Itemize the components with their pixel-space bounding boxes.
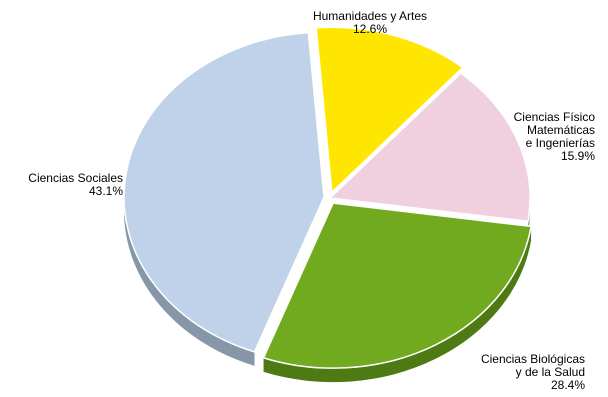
slice-name-label: Ciencias Biológicas — [481, 352, 585, 366]
pie-slice-humanidades-y-artes — [315, 26, 464, 194]
slice-name-label: Matemáticas — [527, 123, 595, 137]
pie-labels: Humanidades y Artes 12.6% Ciencias Físico M… — [28, 9, 595, 392]
slice-name-label: e Ingenierías — [526, 136, 595, 150]
pie-slice-ciencias-fisico-matematicas-e-ingenierias — [329, 72, 531, 222]
slice-name-label: Ciencias Sociales — [28, 171, 123, 185]
slice-label-ciencias-biologicas-y-de-la-salud: Ciencias Biológicas y de la Salud 28.4% — [481, 352, 585, 392]
slice-name-label: y de la Salud — [516, 365, 585, 379]
pie-side-ciencias-biologicas-y-de-la-salud — [263, 226, 532, 383]
slice-value-label: 12.6% — [353, 22, 387, 36]
slice-value-label: 28.4% — [551, 378, 585, 392]
slice-value-label: 43.1% — [89, 184, 123, 198]
slice-label-humanidades-y-artes: Humanidades y Artes 12.6% — [313, 9, 427, 36]
pie-slices — [123, 26, 532, 369]
slice-name-label: Ciencias Físico — [514, 110, 596, 124]
slice-label-ciencias-fisico-matematicas-e-ingenierias: Ciencias Físico Matemáticas e Ingenierías 1… — [514, 110, 596, 163]
slice-label-ciencias-sociales: Ciencias Sociales 43.1% — [28, 171, 123, 198]
pie-slice-ciencias-biologicas-y-de-la-salud — [262, 202, 532, 369]
pie-slice-ciencias-sociales — [123, 31, 325, 353]
slice-name-label: Humanidades y Artes — [313, 9, 427, 23]
pie-side-ciencias-sociales — [124, 197, 255, 366]
slice-value-label: 15.9% — [561, 149, 595, 163]
